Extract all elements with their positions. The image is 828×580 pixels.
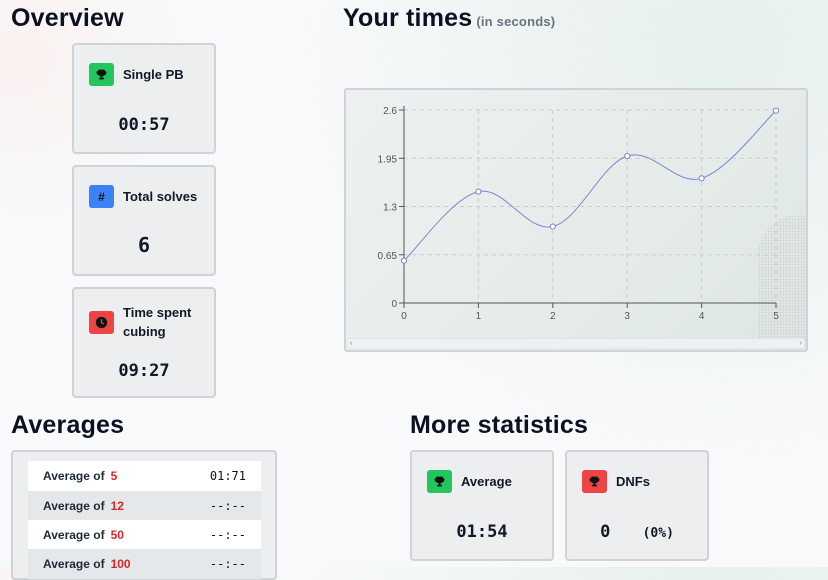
times-chart[interactable]: 0 0.65 1.3 1.95 2.6 0 1 2 3 4 5 ‹ › bbox=[344, 88, 808, 352]
average-row-value: --:-- bbox=[209, 499, 246, 513]
dnfs-value: 0 (0%) bbox=[567, 522, 707, 542]
y-tick-label: 1.95 bbox=[378, 154, 398, 165]
time-spent-label: Time spent cubing bbox=[123, 305, 192, 339]
average-row-label: Average of bbox=[43, 528, 105, 542]
average-row: Average of 5 01:71 bbox=[28, 461, 261, 491]
single-pb-value: 00:57 bbox=[118, 115, 170, 135]
x-tick-label: 2 bbox=[550, 311, 556, 322]
data-point bbox=[549, 223, 556, 230]
average-row: Average of 12 --:-- bbox=[28, 491, 261, 521]
trophy-icon bbox=[89, 63, 114, 86]
total-solves-value: 6 bbox=[137, 233, 151, 257]
average-row-count: 5 bbox=[110, 469, 118, 483]
y-tick-label: 2.6 bbox=[383, 106, 397, 117]
data-point bbox=[475, 188, 482, 195]
averages-heading: Averages bbox=[11, 411, 125, 439]
average-row: Average of 50 --:-- bbox=[28, 520, 261, 550]
averages-card: Average of 5 01:71 Average of 12 --:-- A… bbox=[11, 450, 277, 580]
average-row-label: Average of bbox=[43, 499, 105, 513]
average-row-count: 50 bbox=[110, 528, 124, 542]
data-point bbox=[624, 152, 631, 160]
data-point bbox=[400, 257, 408, 264]
average-label: Average bbox=[461, 474, 512, 489]
overview-heading: Overview bbox=[11, 4, 124, 32]
single-pb-card: Single PB 00:57 bbox=[72, 43, 216, 154]
single-pb-label: Single PB bbox=[123, 67, 184, 82]
chart-background-pattern bbox=[758, 215, 806, 340]
average-row-count: 12 bbox=[110, 499, 124, 513]
trophy-icon bbox=[427, 470, 452, 493]
scroll-right-icon[interactable]: › bbox=[799, 340, 802, 347]
total-solves-label: Total solves bbox=[123, 189, 198, 204]
x-tick-label: 5 bbox=[773, 311, 779, 322]
your-times-subtitle: (in seconds) bbox=[476, 14, 556, 29]
your-times-title: Your times bbox=[343, 4, 473, 32]
average-row-label: Average of bbox=[43, 469, 105, 483]
y-tick-label: 0 bbox=[391, 299, 397, 310]
average-row-value: --:-- bbox=[209, 528, 246, 542]
times-chart-svg: 0 0.65 1.3 1.95 2.6 0 1 2 3 4 5 bbox=[378, 106, 780, 322]
series-line bbox=[403, 110, 777, 262]
average-card: Average 01:54 bbox=[410, 450, 554, 561]
y-tick-label: 0.65 bbox=[378, 251, 398, 262]
dnfs-percent: (0%) bbox=[642, 526, 674, 541]
dnfs-label: DNFs bbox=[616, 474, 650, 489]
total-solves-card: # Total solves 6 bbox=[72, 165, 216, 276]
average-value: 01:54 bbox=[456, 522, 508, 542]
x-tick-label: 4 bbox=[699, 311, 705, 322]
scroll-left-icon[interactable]: ‹ bbox=[350, 340, 353, 347]
average-row-label: Average of bbox=[43, 557, 105, 571]
dnfs-card: DNFs 0 (0%) bbox=[565, 450, 709, 561]
dnfs-count: 0 bbox=[600, 522, 611, 542]
y-tick-label: 1.3 bbox=[383, 203, 397, 214]
data-point bbox=[772, 107, 780, 114]
x-tick-label: 0 bbox=[401, 311, 407, 322]
x-tick-label: 3 bbox=[624, 311, 630, 322]
x-tick-label: 1 bbox=[476, 311, 482, 322]
average-row: Average of 100 --:-- bbox=[28, 549, 261, 579]
trophy-icon bbox=[582, 470, 607, 493]
clock-icon bbox=[89, 311, 114, 334]
more-statistics-heading: More statistics bbox=[410, 411, 589, 439]
hash-icon: # bbox=[89, 185, 114, 208]
time-spent-card: Time spent cubing 09:27 bbox=[72, 287, 216, 398]
average-row-count: 100 bbox=[110, 557, 131, 571]
average-row-value: --:-- bbox=[209, 557, 246, 571]
average-row-value: 01:71 bbox=[209, 469, 246, 483]
your-times-heading: Your times (in seconds) bbox=[343, 4, 555, 33]
data-point bbox=[698, 175, 705, 182]
time-spent-value: 09:27 bbox=[118, 361, 170, 381]
chart-scrollbar[interactable]: ‹ › bbox=[348, 338, 804, 348]
